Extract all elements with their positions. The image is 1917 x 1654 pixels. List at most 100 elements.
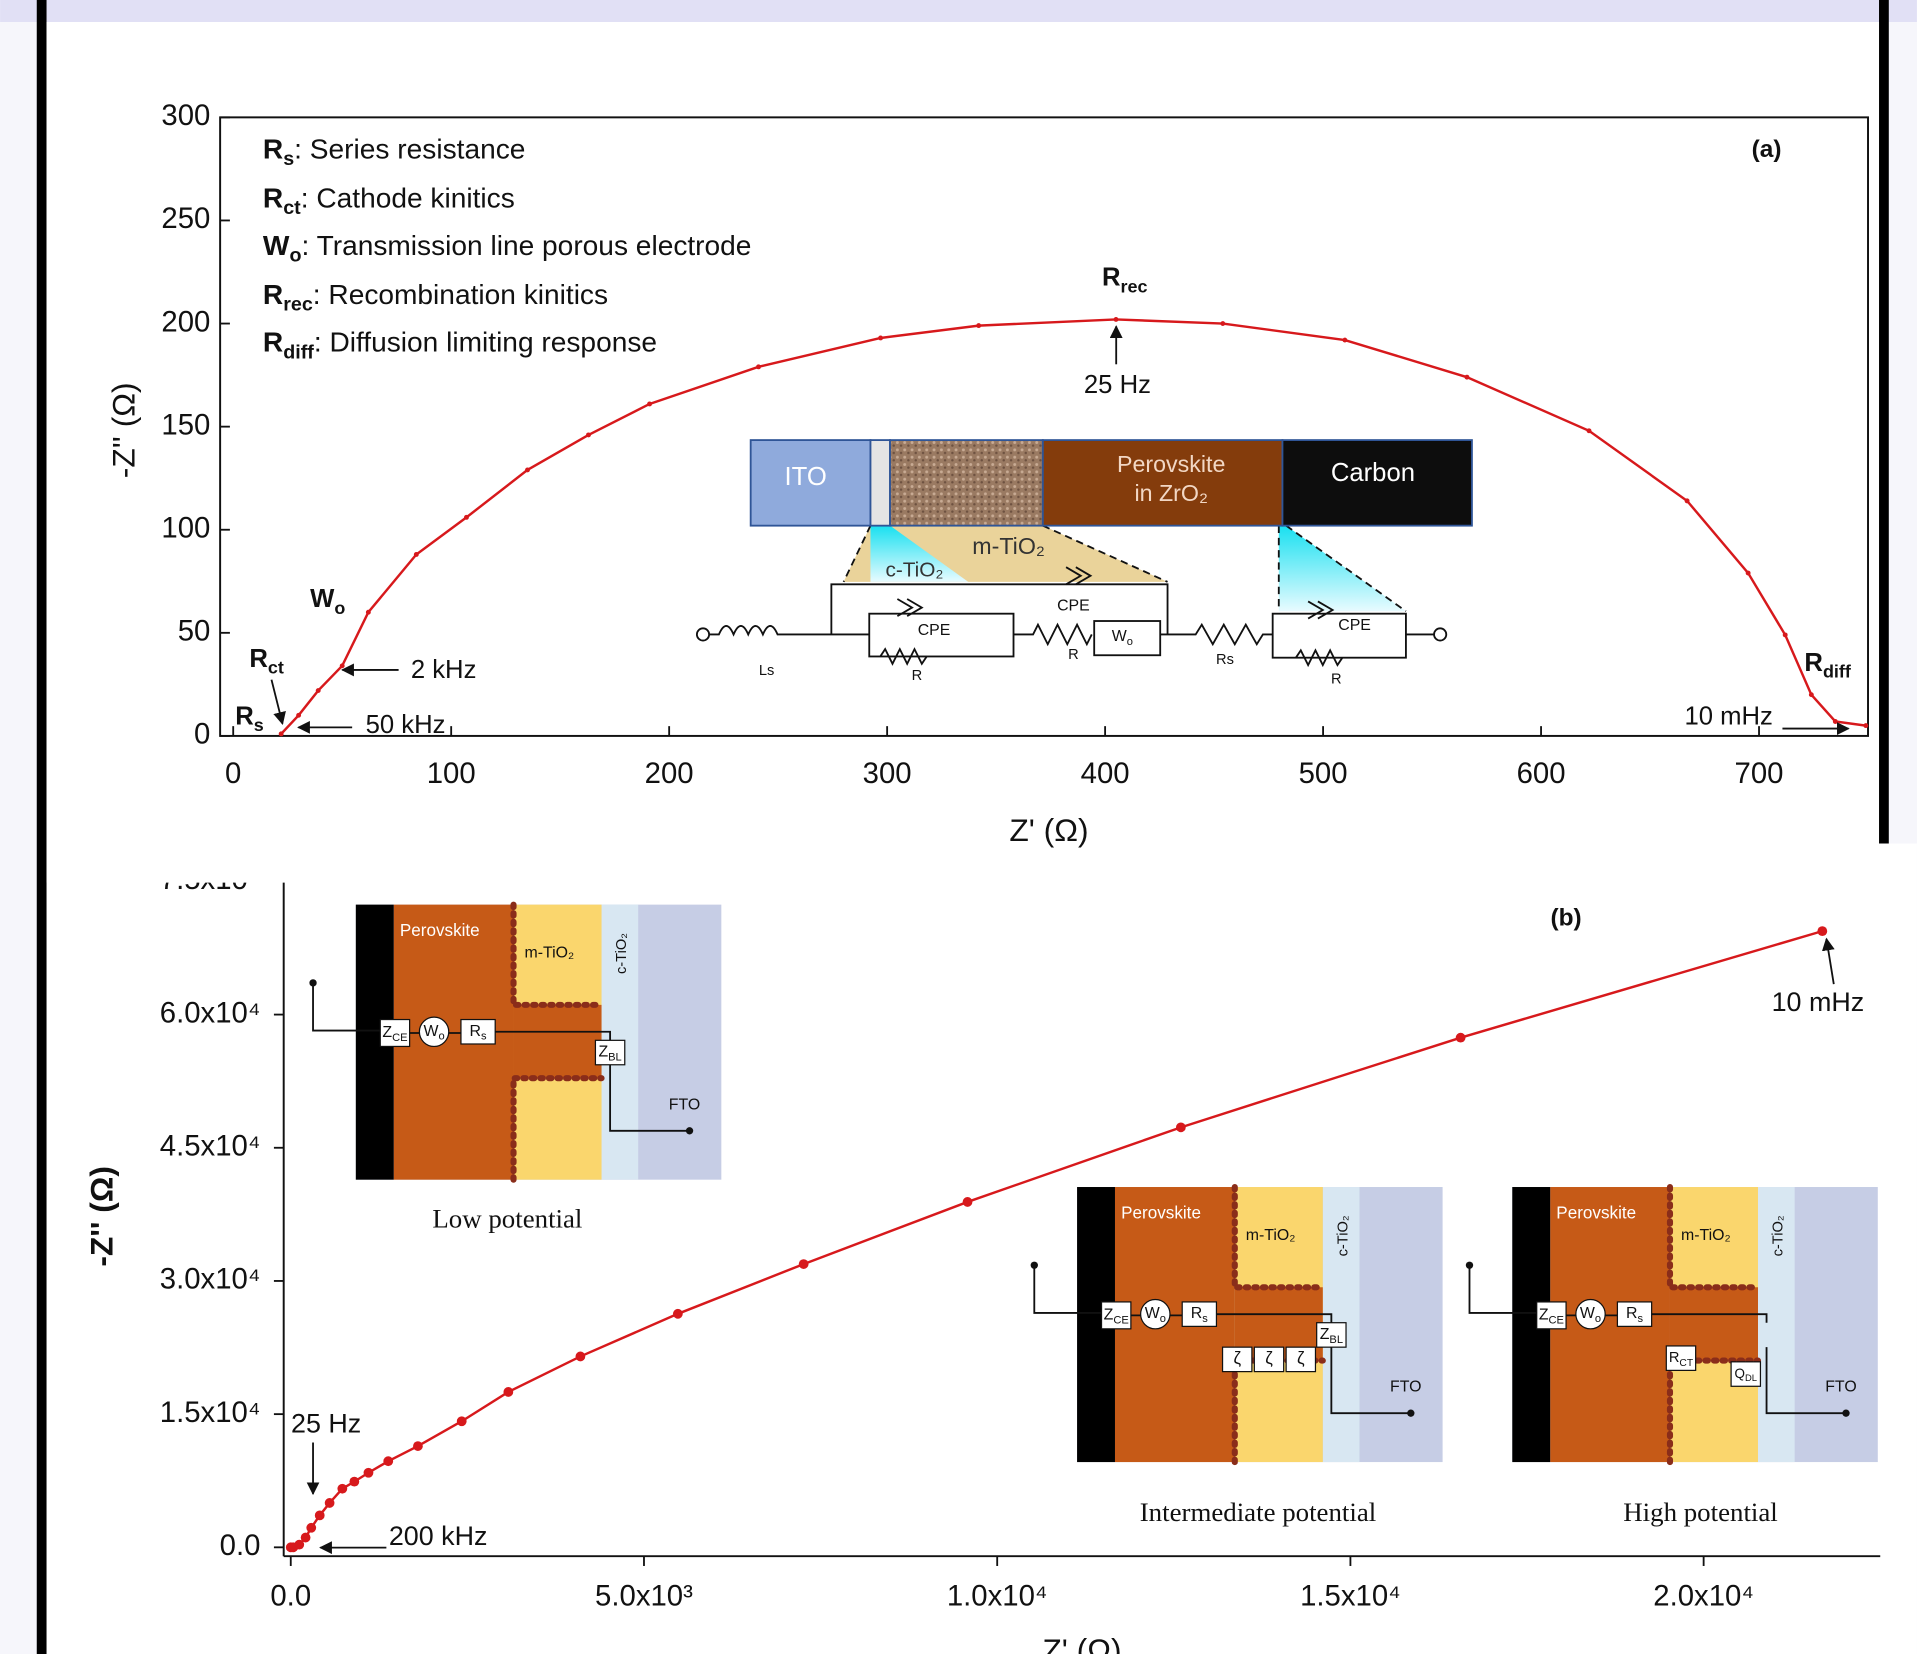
inset-label: c-TiO₂ [885, 558, 943, 581]
x-tick-label: 500 [1299, 757, 1348, 790]
label-sub: o [289, 245, 301, 267]
x-tick-label: 0.0 [270, 1580, 311, 1613]
inset-label: m-TiO₂ [1681, 1227, 1731, 1244]
label-sub: o [1595, 1313, 1601, 1325]
label-sub: CE [392, 1032, 407, 1044]
data-point [366, 610, 371, 615]
data-point [503, 1387, 513, 1397]
data-point [1114, 317, 1119, 322]
label-main: W [423, 1023, 438, 1040]
data-point [878, 336, 883, 341]
data-point [1685, 498, 1690, 503]
inset-label: ζ [1297, 1349, 1305, 1368]
label-main: W [310, 585, 335, 613]
inset-label: m-TiO₂ [972, 533, 1045, 559]
label-sub: s [283, 148, 294, 170]
data-point [325, 1498, 335, 1508]
annotation: 25 Hz [291, 1409, 361, 1439]
right-bar [1879, 0, 1889, 844]
label-sub: diff [1823, 661, 1852, 681]
panel-label: (b) [1550, 905, 1581, 932]
annotation: 2 kHz [411, 656, 477, 684]
legend-line: Rrec: Recombination kinitics [263, 279, 608, 315]
data-point [306, 1523, 316, 1533]
label-main: W [1145, 1305, 1160, 1322]
data-point [464, 515, 469, 520]
label-main: R [1804, 649, 1823, 677]
data-point [1342, 338, 1347, 343]
label-main: W [263, 231, 290, 262]
terminal [1842, 1410, 1849, 1417]
y-tick-label: 1.5x10⁴ [160, 1396, 261, 1429]
y-tick-label: 0 [194, 718, 210, 751]
data-point [316, 688, 321, 693]
data-point [1863, 723, 1868, 728]
label-sub: o [334, 598, 345, 618]
label-sub: BL [608, 1051, 622, 1063]
label-sub: s [481, 1031, 487, 1043]
data-point [364, 1468, 374, 1478]
inset-label: ζ [1233, 1349, 1241, 1368]
figure: 0.01.5x10⁴3.0x10⁴4.5x10⁴6.0x10⁴7.5x10⁴0.… [0, 0, 1917, 1654]
label-sub: rec [1121, 276, 1148, 296]
data-point [279, 731, 284, 736]
y-tick-label: 0.0 [220, 1529, 261, 1562]
inset-label: in ZrO₂ [1134, 480, 1208, 506]
data-point [799, 1259, 809, 1269]
label-sub: ct [283, 197, 301, 219]
data-point [301, 1533, 311, 1543]
inset-label: Rs [1216, 652, 1234, 668]
x-axis-title: Z' (Ω) [1009, 812, 1088, 848]
mtio2-layer [890, 440, 1043, 526]
legend-line: Rct: Cathode kinitics [263, 183, 515, 219]
terminal [1466, 1262, 1473, 1269]
y-axis-title: -Z'' (Ω) [83, 1166, 119, 1267]
terminal [697, 628, 709, 640]
label-sub: DL [1745, 1372, 1757, 1383]
label-sub: s [1202, 1313, 1208, 1325]
data-point [647, 402, 652, 407]
x-axis-title: Z' (Ω) [1042, 1632, 1121, 1654]
label-sub: CE [1113, 1314, 1128, 1326]
data-point [340, 663, 345, 668]
inset-label: R [912, 668, 923, 684]
x-tick-label: 1.5x10⁴ [1300, 1580, 1401, 1613]
label-after: : Series resistance [294, 134, 525, 165]
inset-label: R [1331, 672, 1342, 688]
y-tick-label: 50 [178, 615, 211, 648]
label-main: W [1112, 628, 1127, 645]
data-point [1587, 428, 1592, 433]
x-tick-label: 700 [1735, 757, 1784, 790]
data-point [525, 467, 530, 472]
label-after: : Cathode kinitics [301, 183, 515, 214]
label-sub: rec [283, 294, 313, 316]
inset-label: c-TiO₂ [1771, 1215, 1787, 1256]
inset-label: FTO [669, 1096, 700, 1113]
data-point [413, 1441, 423, 1451]
page: {"chart_data": [ {"type": "line", "panel… [0, 0, 1917, 1654]
label-sub: CT [1679, 1358, 1693, 1369]
x-tick-label: 400 [1081, 757, 1130, 790]
label-main: R [1102, 264, 1121, 292]
y-tick-label: 4.5x10⁴ [160, 1130, 261, 1163]
x-tick-label: 0 [225, 757, 241, 790]
label-main: Z [1539, 1307, 1549, 1324]
inset-label: Carbon [1331, 459, 1415, 487]
y-tick-label: 100 [161, 511, 210, 544]
inset-label: Ls [759, 663, 774, 679]
x-tick-label: 2.0x10⁴ [1653, 1580, 1754, 1613]
label-main: Z [1104, 1307, 1114, 1324]
y-tick-label: 200 [161, 305, 210, 338]
inset-caption: High potential [1623, 1497, 1778, 1527]
inset-label: ITO [785, 463, 827, 491]
x-tick-label: 100 [427, 757, 476, 790]
data-point [296, 713, 301, 718]
label-sub: s [1637, 1313, 1643, 1325]
label-main: R [1626, 1305, 1637, 1322]
inset-label: Perovskite [400, 921, 480, 940]
annotation: 200 kHz [389, 1521, 488, 1551]
data-point [383, 1456, 393, 1466]
x-tick-label: 600 [1517, 757, 1566, 790]
annotation: 25 Hz [1084, 371, 1151, 399]
x-tick-label: 300 [863, 757, 912, 790]
